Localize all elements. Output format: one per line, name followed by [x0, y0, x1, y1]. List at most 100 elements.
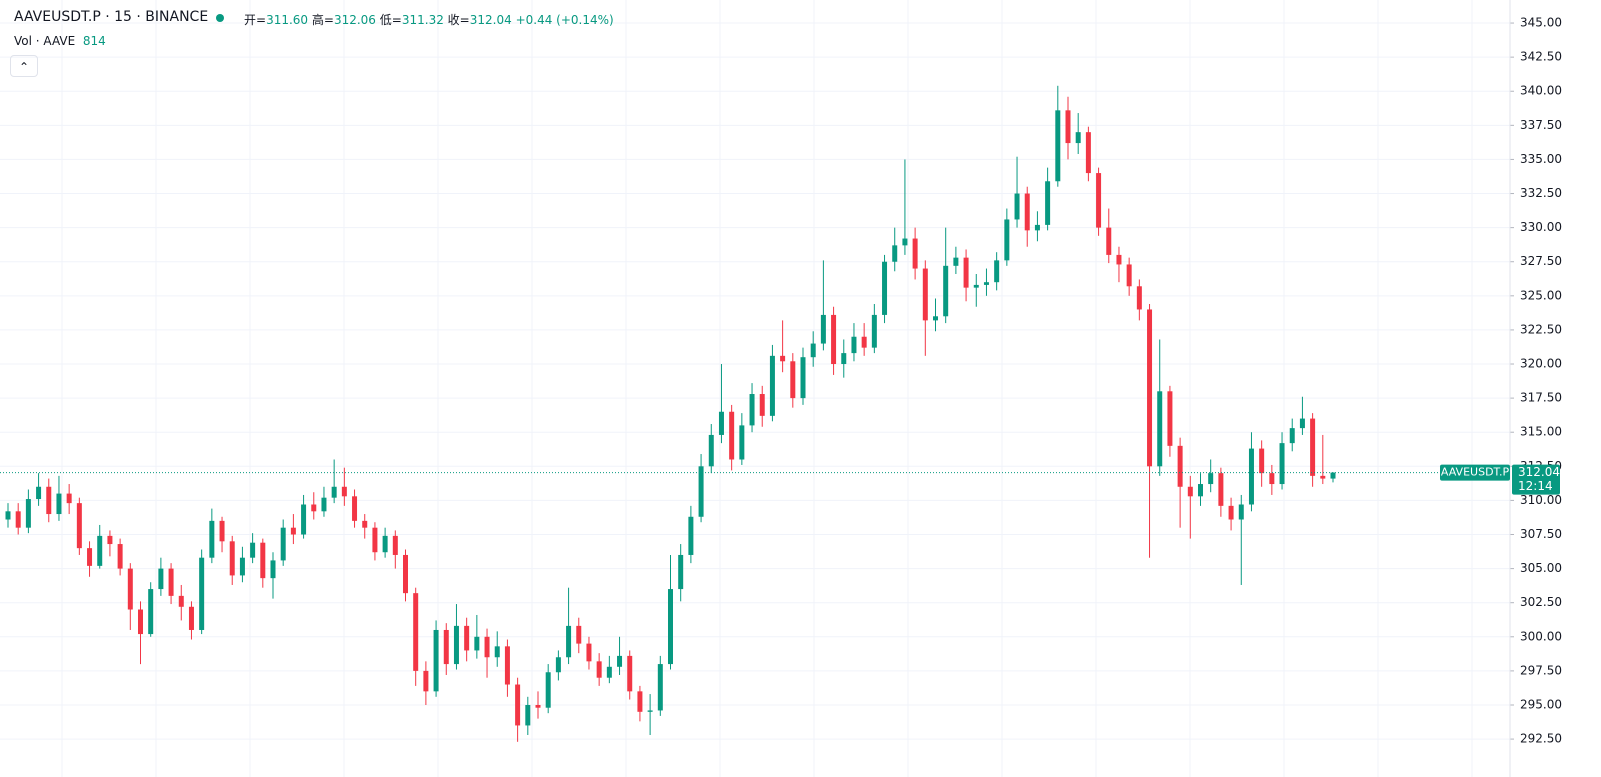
candle-body	[453, 625, 459, 665]
candle-body	[25, 499, 31, 528]
candle-body	[596, 661, 602, 678]
candle-body	[739, 425, 745, 460]
candle-body	[973, 284, 979, 288]
candle-body	[953, 257, 959, 266]
y-tick-label: 302.50	[1520, 595, 1562, 609]
candle-body	[117, 544, 123, 569]
candle-body	[1228, 505, 1234, 520]
y-tick-label: 325.00	[1520, 288, 1562, 302]
status-dot	[216, 14, 224, 22]
volume-legend: Vol · AAVE 814	[14, 34, 106, 48]
candle-body	[423, 670, 429, 692]
candle-body	[627, 655, 633, 692]
candle-body	[637, 691, 643, 712]
candle-body	[851, 336, 857, 354]
candle-body	[311, 504, 317, 512]
y-tick-label: 292.50	[1520, 732, 1562, 746]
collapse-button[interactable]: ⌃	[10, 55, 38, 77]
candle-body	[983, 282, 989, 285]
candle-body	[107, 535, 113, 545]
candle-body	[759, 394, 765, 416]
candle-body	[882, 261, 888, 315]
y-tick-label: 345.00	[1520, 16, 1562, 30]
candle-body	[933, 316, 938, 321]
candle-body	[1085, 132, 1091, 174]
legend-value: 311.60	[266, 13, 309, 27]
candle-body	[1055, 110, 1061, 182]
candle-body	[321, 497, 327, 512]
candle-body	[1198, 484, 1203, 497]
y-tick-label: 307.50	[1520, 527, 1562, 541]
candle-body	[718, 411, 724, 435]
y-tick-label: 310.00	[1520, 493, 1562, 507]
candle-body	[994, 260, 1000, 283]
candle-body	[1116, 254, 1122, 265]
candle-body	[1218, 473, 1224, 506]
candle-body	[209, 520, 215, 558]
candle-body	[1248, 448, 1254, 505]
candle-body	[698, 466, 704, 517]
price-tag-symbol-bg	[1440, 464, 1510, 481]
y-tick-label: 337.50	[1520, 118, 1562, 132]
candle-body	[1126, 264, 1132, 287]
y-tick-label: 332.50	[1520, 186, 1562, 200]
candle-body	[1167, 391, 1173, 446]
price-tag-price: 312.04	[1518, 465, 1560, 479]
candle-body	[525, 704, 531, 726]
candle-body	[810, 343, 816, 358]
candle-body	[545, 672, 551, 708]
candle-body	[1004, 219, 1010, 261]
candle-body	[97, 535, 103, 566]
candle-body	[1014, 193, 1020, 220]
candle-body	[1330, 472, 1336, 479]
legend-label: 低=	[379, 13, 402, 27]
candle-body	[178, 595, 184, 607]
y-tick-label: 342.50	[1520, 50, 1562, 64]
candle-body	[861, 336, 867, 348]
candle-body	[331, 486, 337, 498]
candle-body	[229, 541, 235, 576]
ohlc-legend: 开=311.60 高=312.06 低=311.32 收=312.04 +0.4…	[244, 11, 614, 28]
candle-body	[87, 548, 93, 566]
candle-body	[1106, 227, 1112, 255]
candle-body	[729, 411, 735, 460]
candle-body	[1075, 132, 1081, 144]
candle-body	[647, 710, 653, 712]
candle-body	[148, 589, 154, 635]
candle-body	[1259, 448, 1265, 474]
candle-body	[158, 568, 164, 590]
candle-body	[1147, 309, 1153, 467]
price-tag-bg	[1512, 464, 1560, 495]
candle-body	[800, 357, 806, 399]
candle-body	[1034, 224, 1040, 231]
candle-body	[219, 520, 225, 542]
candle-body	[1208, 473, 1214, 485]
candle-body	[250, 542, 256, 558]
candle-body	[76, 503, 82, 549]
candle-body	[708, 434, 714, 467]
candle-body	[433, 629, 439, 692]
volume-label: Vol · AAVE	[14, 34, 76, 48]
candle-body	[841, 353, 847, 365]
legend-value: 312.04	[469, 13, 512, 27]
candle-body	[1157, 391, 1163, 467]
y-tick-label: 305.00	[1520, 561, 1562, 575]
chart-title: AAVEUSDT.P · 15 · BINANCE	[14, 9, 209, 25]
candle-body	[535, 704, 541, 708]
candle-body	[1310, 418, 1316, 476]
y-tick-label: 322.50	[1520, 322, 1562, 336]
candle-body	[1320, 475, 1326, 479]
candle-body	[504, 646, 510, 685]
candle-body	[515, 684, 521, 726]
candle-body	[138, 609, 143, 635]
candle-body	[820, 314, 826, 344]
candle-body	[769, 355, 775, 416]
candle-body	[617, 655, 623, 667]
legend-value: 312.06	[333, 13, 376, 27]
candle-body	[392, 535, 398, 555]
candle-body	[280, 527, 286, 561]
change: +0.44 (+0.14%)	[515, 13, 614, 27]
candle-body	[668, 589, 673, 665]
y-tick-label: 327.50	[1520, 254, 1562, 268]
